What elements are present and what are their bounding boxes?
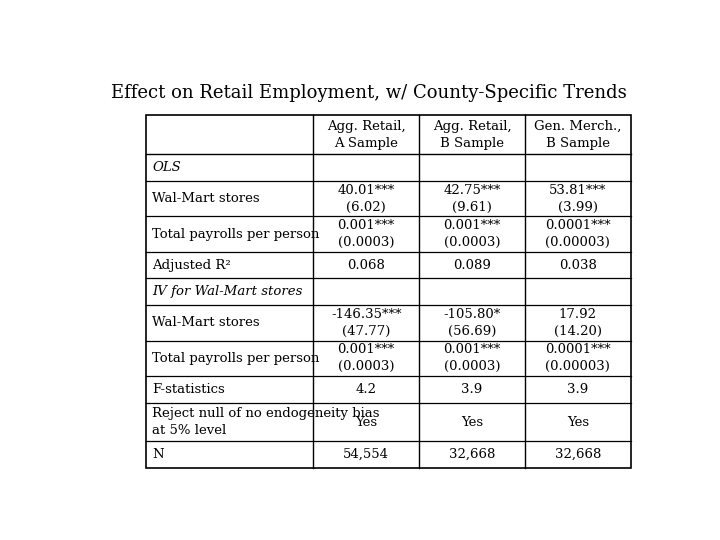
Text: 0.068: 0.068 (347, 259, 385, 272)
Text: 0.089: 0.089 (453, 259, 491, 272)
Text: Adjusted R²: Adjusted R² (153, 259, 231, 272)
Text: 53.81***
(3.99): 53.81*** (3.99) (549, 184, 606, 214)
Text: 32,668: 32,668 (449, 448, 495, 461)
Text: 0.0001***
(0.00003): 0.0001*** (0.00003) (545, 343, 611, 373)
Text: F-statistics: F-statistics (153, 383, 225, 396)
Text: Reject null of no endogeneity bias
at 5% level: Reject null of no endogeneity bias at 5%… (153, 407, 380, 437)
Text: Gen. Merch.,
B Sample: Gen. Merch., B Sample (534, 119, 621, 150)
Text: -105.80*
(56.69): -105.80* (56.69) (444, 308, 500, 338)
Text: 42.75***
(9.61): 42.75*** (9.61) (444, 184, 500, 214)
Text: Yes: Yes (355, 415, 377, 429)
Text: 0.038: 0.038 (559, 259, 597, 272)
Text: 32,668: 32,668 (554, 448, 601, 461)
Text: 0.0001***
(0.00003): 0.0001*** (0.00003) (545, 219, 611, 249)
Text: Wal-Mart stores: Wal-Mart stores (153, 192, 260, 205)
Text: Total payrolls per person: Total payrolls per person (153, 227, 320, 241)
Text: Yes: Yes (461, 415, 483, 429)
Text: Total payrolls per person: Total payrolls per person (153, 352, 320, 365)
Text: Wal-Mart stores: Wal-Mart stores (153, 316, 260, 329)
Text: 40.01***
(6.02): 40.01*** (6.02) (338, 184, 395, 214)
Text: 0.001***
(0.0003): 0.001*** (0.0003) (338, 343, 395, 373)
Text: 54,554: 54,554 (343, 448, 390, 461)
Text: N: N (153, 448, 164, 461)
Text: 3.9: 3.9 (567, 383, 588, 396)
Text: 3.9: 3.9 (462, 383, 482, 396)
Text: 0.001***
(0.0003): 0.001*** (0.0003) (444, 343, 500, 373)
Text: Agg. Retail,
A Sample: Agg. Retail, A Sample (327, 119, 405, 150)
Text: Effect on Retail Employment, w/ County-Specific Trends: Effect on Retail Employment, w/ County-S… (111, 84, 627, 102)
Text: 17.92
(14.20): 17.92 (14.20) (554, 308, 602, 338)
Text: IV for Wal-Mart stores: IV for Wal-Mart stores (153, 285, 303, 298)
Text: OLS: OLS (153, 161, 181, 174)
Text: Yes: Yes (567, 415, 589, 429)
Text: Agg. Retail,
B Sample: Agg. Retail, B Sample (433, 119, 511, 150)
Text: -146.35***
(47.77): -146.35*** (47.77) (331, 308, 402, 338)
Text: 4.2: 4.2 (356, 383, 377, 396)
Text: 0.001***
(0.0003): 0.001*** (0.0003) (338, 219, 395, 249)
Text: 0.001***
(0.0003): 0.001*** (0.0003) (444, 219, 500, 249)
